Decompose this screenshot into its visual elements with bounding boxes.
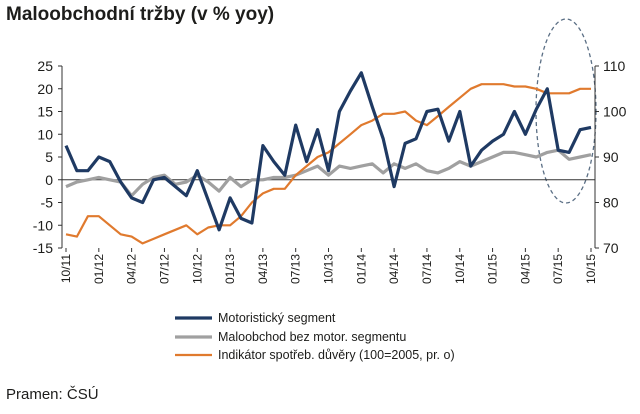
right-tick-label: 100 (603, 104, 627, 120)
series-line-maloobchod (65, 148, 592, 198)
left-tick-label: -10 (33, 217, 53, 233)
left-tick-label: 10 (37, 126, 53, 142)
right-tick-label: 110 (603, 58, 626, 74)
x-tick-label: 04/13 (256, 254, 270, 284)
x-tick-label: 10/15 (584, 254, 598, 284)
x-tick-label: 10/12 (190, 254, 204, 284)
left-tick-label: 0 (45, 172, 53, 188)
x-tick-label: 07/13 (289, 254, 303, 284)
x-tick-label: 01/12 (92, 254, 106, 284)
x-tick-label: 04/15 (518, 254, 532, 284)
x-tick-label: 07/14 (420, 254, 434, 284)
highlight-ellipse (535, 18, 597, 204)
x-tick-label: 01/15 (486, 254, 500, 284)
x-tick-label: 10/13 (322, 254, 336, 284)
source-note: Pramen: ČSÚ (6, 386, 99, 403)
axes: -15 -10 -5 0 5 10 15 20 25 70 80 90 100 110 (33, 58, 627, 256)
right-tick-label: 70 (603, 240, 619, 256)
x-tick-label: 04/12 (125, 254, 139, 284)
left-tick-label: 20 (37, 81, 53, 97)
x-tick-label: 07/15 (551, 254, 565, 284)
legend: Motoristický segment Maloobchod bez motor… (175, 311, 455, 362)
x-tick-labels: 10/11 01/12 04/12 07/12 10/12 01/13 04/13 07/13… (59, 248, 598, 284)
series-line-motoristicky (64, 71, 592, 232)
legend-label: Indikátor spotřeb. důvěry (100=2005, pr.… (218, 348, 455, 362)
left-tick-label: 15 (37, 104, 53, 120)
series-line-indikator (65, 83, 591, 245)
left-tick-label: -5 (41, 195, 54, 211)
left-tick-label: 5 (45, 149, 53, 165)
left-tick-label: -15 (33, 240, 53, 256)
x-tick-label: 01/13 (223, 254, 237, 284)
legend-label: Motoristický segment (218, 311, 336, 325)
x-tick-label: 01/14 (354, 254, 368, 284)
x-tick-label: 07/12 (157, 254, 171, 284)
right-tick-label: 90 (603, 149, 619, 165)
line-chart: -15 -10 -5 0 5 10 15 20 25 70 80 90 100 110 10/11 01/1… (33, 18, 627, 362)
legend-label: Maloobchod bez motor. segmentu (218, 330, 406, 344)
left-tick-label: 25 (37, 58, 53, 74)
series-lines (64, 71, 592, 245)
x-tick-label: 10/14 (453, 254, 467, 284)
x-tick-label: 04/14 (387, 254, 401, 284)
right-tick-label: 80 (603, 195, 619, 211)
chart-title: Maloobchodní tržby (v % yoy) (6, 4, 275, 25)
x-tick-label: 10/11 (59, 254, 73, 283)
